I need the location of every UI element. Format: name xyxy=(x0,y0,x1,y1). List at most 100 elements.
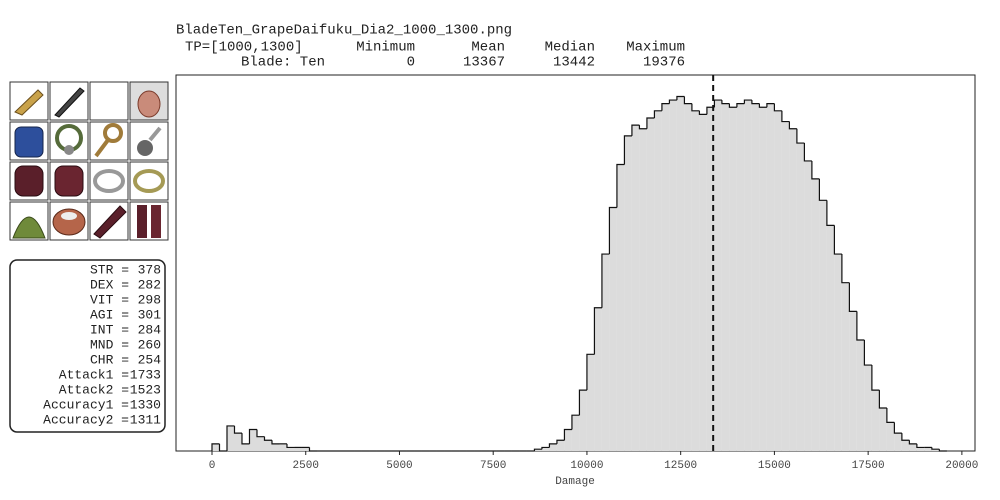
histogram-bar xyxy=(744,100,752,452)
histogram-bar xyxy=(811,178,820,451)
histogram-outline xyxy=(578,389,587,416)
histogram-outline xyxy=(593,307,602,355)
histogram-bar xyxy=(294,447,302,451)
histogram-outline xyxy=(248,428,257,444)
histogram-bar xyxy=(279,443,287,451)
attribute-label: VIT = xyxy=(90,292,129,307)
equip-slot xyxy=(89,121,129,161)
histogram-bar xyxy=(234,433,242,451)
histogram-outline xyxy=(841,254,850,284)
histogram-bar xyxy=(924,447,932,451)
stats-column: Minimum xyxy=(356,40,415,56)
histogram-outline xyxy=(938,449,947,452)
histogram-outline xyxy=(631,124,640,136)
histogram-bar xyxy=(631,125,640,451)
histogram-bar xyxy=(594,307,602,451)
histogram-bar xyxy=(909,443,917,451)
histogram-bar xyxy=(729,107,737,451)
histogram-bar xyxy=(264,440,272,451)
attribute-value: 1523 xyxy=(130,382,161,397)
attribute-label: Attack2 = xyxy=(59,382,129,397)
attribute-label: INT = xyxy=(90,322,129,337)
histogram-outline xyxy=(863,339,872,366)
histogram-bar xyxy=(826,225,835,451)
attribute-label: AGI = xyxy=(90,307,129,322)
attribute-value: 1330 xyxy=(130,397,161,412)
histogram-outline xyxy=(811,160,820,180)
histogram-bar xyxy=(676,96,685,451)
x-tick-label: 2500 xyxy=(293,460,319,472)
histogram-bar xyxy=(886,422,895,451)
histogram-outline xyxy=(773,103,782,112)
equip-slot xyxy=(49,201,89,241)
histogram-outline xyxy=(668,99,677,104)
histogram-outline xyxy=(758,103,767,108)
stats-value: 13442 xyxy=(553,55,595,71)
equipment-grid xyxy=(9,81,169,241)
stats-column: Mean xyxy=(471,40,505,56)
attribute-label: Accuracy1 = xyxy=(43,397,129,412)
x-tick-label: 20000 xyxy=(945,460,978,472)
histogram-bar xyxy=(706,107,715,451)
histogram-outline xyxy=(646,117,655,129)
histogram-bar xyxy=(871,390,880,451)
histogram-bar xyxy=(669,100,677,452)
histogram-outline xyxy=(736,103,745,108)
histogram-outline xyxy=(256,429,265,438)
stats-value: 0 xyxy=(407,55,415,71)
histogram-outline xyxy=(548,443,557,448)
attribute-value: 1733 xyxy=(130,367,161,382)
histogram-bar xyxy=(586,354,595,451)
histogram-bar xyxy=(931,449,940,451)
stats-row-label: Blade: Ten xyxy=(241,55,325,71)
histogram-outline xyxy=(878,390,887,409)
histogram-outline xyxy=(571,414,580,430)
histogram-bar xyxy=(736,103,745,452)
histogram-outline xyxy=(706,106,715,115)
histogram-bar xyxy=(654,110,662,452)
histogram-outline xyxy=(533,448,542,451)
histogram-outline xyxy=(713,99,722,108)
histogram-bar xyxy=(901,440,910,451)
histogram-outline xyxy=(226,425,235,451)
histogram-bar xyxy=(541,447,550,451)
histogram-outline xyxy=(766,103,775,108)
histogram-bar xyxy=(616,164,625,451)
histogram-bar xyxy=(781,121,790,452)
histogram-bar xyxy=(256,436,265,451)
histogram-bar xyxy=(684,103,692,452)
histogram-outline xyxy=(683,96,692,105)
histogram-outline xyxy=(698,110,707,115)
histogram-bar xyxy=(571,415,580,451)
histogram-bar xyxy=(534,449,542,451)
equip-slot xyxy=(49,161,89,201)
histogram-outline xyxy=(211,443,220,451)
histogram-outline xyxy=(653,110,662,118)
x-axis-label: Damage xyxy=(555,476,595,488)
equip-slot xyxy=(129,81,169,121)
histogram-bar xyxy=(691,110,700,452)
attribute-value: 1311 xyxy=(130,412,161,427)
histogram-bar xyxy=(834,254,842,451)
histogram-outline xyxy=(263,436,272,441)
equip-slot xyxy=(89,201,129,241)
equip-slot xyxy=(129,121,169,161)
equip-slot xyxy=(129,161,169,201)
attribute-value: 284 xyxy=(138,322,162,337)
histogram-bar xyxy=(699,114,707,451)
attribute-label: STR = xyxy=(90,262,129,277)
stats-value: 13367 xyxy=(463,55,505,71)
histogram-outline xyxy=(803,143,812,162)
attribute-label: Attack1 = xyxy=(59,367,129,382)
histogram-outline xyxy=(233,425,242,434)
x-tick-label: 12500 xyxy=(664,460,697,472)
histogram-bar xyxy=(804,160,812,451)
histogram-bar xyxy=(661,103,670,452)
x-tick-label: 17500 xyxy=(852,460,885,472)
histogram-outline xyxy=(556,439,565,444)
histogram-outline xyxy=(623,135,632,165)
histogram-bar xyxy=(639,128,647,451)
histogram-outline xyxy=(661,103,670,111)
equip-slot xyxy=(49,81,89,121)
